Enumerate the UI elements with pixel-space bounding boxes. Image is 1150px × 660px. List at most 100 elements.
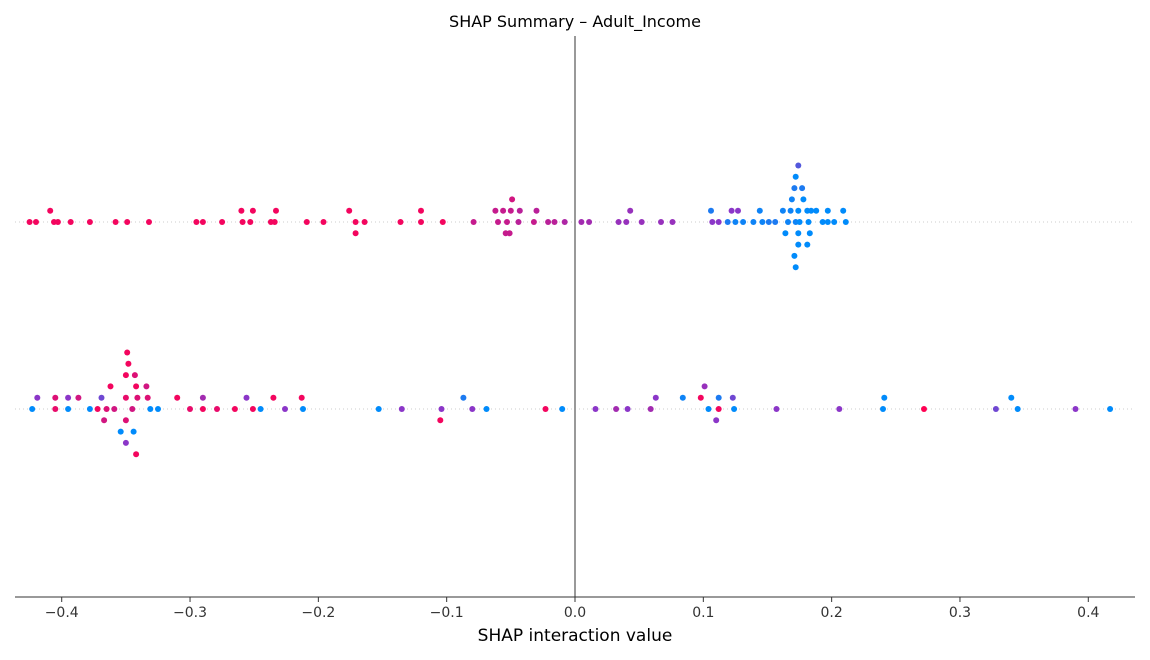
data-point <box>143 383 150 390</box>
x-tick-label: 0.0 <box>564 605 586 621</box>
data-point <box>669 219 676 225</box>
data-point <box>375 406 382 412</box>
data-point <box>530 219 537 225</box>
data-point <box>174 394 181 401</box>
data-point <box>765 219 772 225</box>
data-point <box>705 406 712 412</box>
data-point <box>47 207 54 214</box>
data-point <box>795 230 802 237</box>
x-tick-label: 0.2 <box>821 605 843 621</box>
data-point <box>103 406 110 412</box>
data-point <box>134 394 141 401</box>
data-point <box>155 406 161 412</box>
data-point <box>65 394 72 401</box>
data-point <box>469 406 476 412</box>
data-point <box>921 406 927 412</box>
data-point <box>247 219 254 225</box>
data-point <box>300 406 306 412</box>
data-point <box>709 219 716 225</box>
data-point <box>193 219 200 225</box>
data-point <box>125 360 132 367</box>
data-point <box>504 219 510 225</box>
data-point <box>578 219 585 225</box>
data-point <box>129 406 136 412</box>
data-point <box>880 406 886 412</box>
data-point <box>740 219 747 225</box>
data-point <box>133 383 140 390</box>
data-point <box>249 406 256 412</box>
data-point <box>346 207 353 214</box>
chart-title: SHAP Summary – Adult_Income <box>449 12 701 32</box>
x-tick-label: −0.4 <box>45 605 79 621</box>
data-point <box>545 219 552 225</box>
data-point <box>724 219 731 225</box>
data-point <box>509 196 516 203</box>
data-point <box>124 349 131 356</box>
data-point <box>418 207 424 214</box>
data-point <box>239 219 246 225</box>
data-point <box>831 219 838 225</box>
data-point <box>238 207 245 214</box>
data-point <box>795 162 802 169</box>
data-point <box>795 241 802 248</box>
data-point <box>1008 394 1015 401</box>
data-point <box>806 230 813 237</box>
data-point <box>144 394 151 401</box>
data-point <box>303 219 310 225</box>
data-point <box>533 207 540 214</box>
data-point <box>697 394 704 401</box>
data-point <box>773 406 780 412</box>
data-point <box>586 219 593 225</box>
data-point <box>615 219 622 225</box>
data-point <box>26 219 33 225</box>
data-point <box>559 406 566 412</box>
data-point <box>824 219 831 225</box>
data-point <box>788 196 795 203</box>
data-point <box>992 406 999 412</box>
data-point <box>779 207 786 214</box>
data-point <box>732 219 739 225</box>
data-point <box>804 241 811 248</box>
data-point <box>101 417 108 424</box>
data-point <box>624 406 631 412</box>
data-point <box>701 383 708 390</box>
data-point <box>34 394 41 401</box>
data-point <box>679 394 686 401</box>
data-point <box>652 394 659 401</box>
data-point <box>759 219 766 225</box>
data-point <box>824 207 831 214</box>
data-point <box>133 451 140 458</box>
data-point <box>756 207 763 214</box>
data-point <box>1014 406 1021 412</box>
data-point <box>130 428 137 435</box>
data-point <box>219 219 226 225</box>
data-point <box>352 230 359 237</box>
data-point <box>112 219 119 225</box>
data-point <box>231 406 238 412</box>
x-axis-ticks: −0.4 −0.3 −0.2 −0.1 0.0 0.1 0.2 0.3 0.4 <box>45 597 1100 621</box>
data-point <box>561 219 568 225</box>
data-point <box>54 219 61 225</box>
data-point <box>67 219 74 225</box>
data-point <box>199 406 206 412</box>
data-point <box>799 185 806 192</box>
data-point <box>298 394 305 401</box>
x-tick-label: −0.1 <box>430 605 464 621</box>
data-point <box>791 252 798 259</box>
data-point <box>772 219 779 225</box>
data-point <box>124 219 131 225</box>
data-points <box>26 162 1114 458</box>
x-axis-label: SHAP interaction value <box>478 626 673 646</box>
data-point <box>361 219 368 225</box>
data-point <box>713 417 720 424</box>
data-point <box>352 219 359 225</box>
data-point <box>249 207 256 214</box>
data-point <box>750 219 757 225</box>
data-point <box>728 207 735 214</box>
data-point <box>86 406 93 412</box>
data-point <box>122 372 129 379</box>
data-point <box>117 428 124 435</box>
data-point <box>731 406 738 412</box>
data-point <box>122 417 129 424</box>
